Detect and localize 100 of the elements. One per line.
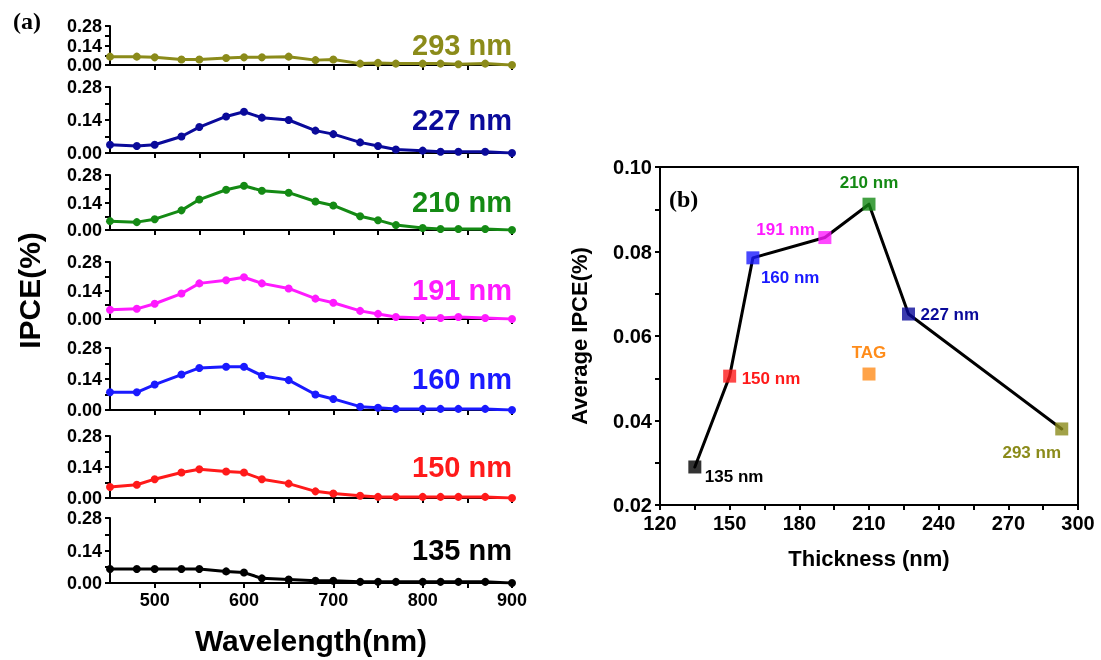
point [862, 367, 876, 381]
series-label: 160 nm [412, 362, 513, 395]
x-tick-label: 800 [407, 590, 438, 610]
point [311, 56, 320, 65]
y-tick-label: 0.28 [66, 338, 102, 358]
point [132, 218, 141, 227]
point [391, 59, 400, 68]
point [222, 276, 231, 285]
annotation: 293 nm [1002, 443, 1062, 463]
y-tick-label: 0.00 [66, 488, 102, 508]
point [222, 567, 231, 576]
point [284, 479, 293, 488]
point [177, 565, 186, 574]
point [454, 147, 463, 156]
x-tick-label: 210 [852, 512, 886, 534]
point [454, 404, 463, 413]
point [106, 140, 114, 149]
point [436, 225, 445, 234]
point [257, 371, 266, 380]
point [391, 145, 400, 154]
point [284, 52, 293, 61]
point [177, 55, 186, 64]
point [132, 565, 141, 574]
y-tick-label: 0.28 [66, 165, 102, 185]
y-axis-title: IPCE(%) [12, 232, 46, 349]
point [195, 279, 204, 288]
point [150, 475, 159, 484]
x-tick-label: 900 [496, 590, 528, 610]
x-tick-label: 270 [991, 512, 1026, 534]
y-tick-label: 0.28 [66, 252, 102, 272]
x-tick-label: 180 [782, 512, 817, 534]
point [418, 492, 427, 501]
point [240, 181, 248, 190]
annotation: 227 nm [920, 304, 980, 324]
point [177, 370, 186, 379]
point [195, 465, 204, 474]
point [257, 574, 266, 583]
point [329, 576, 338, 585]
point [150, 565, 159, 574]
y-tick-label: 0.00 [66, 143, 102, 163]
point [240, 468, 248, 477]
point [106, 52, 114, 61]
point [106, 217, 114, 226]
point [746, 251, 760, 265]
y-tick-label: 0.00 [66, 573, 102, 593]
point [436, 492, 445, 501]
y-tick-label: 0.14 [66, 457, 102, 477]
point [150, 53, 159, 62]
point [374, 492, 382, 501]
point [195, 565, 204, 574]
y-tick-label: 0.14 [66, 369, 102, 389]
point [436, 404, 445, 413]
point [391, 312, 400, 321]
y-tick-label: 0.28 [66, 16, 102, 36]
point [356, 306, 365, 315]
point [436, 59, 445, 68]
point [723, 369, 737, 383]
point [311, 294, 320, 303]
point [257, 186, 266, 195]
point [418, 404, 427, 413]
point [481, 577, 490, 586]
x-axis-title: Wavelength(nm) [194, 623, 428, 657]
point [329, 298, 338, 307]
series-label: 227 nm [412, 103, 513, 136]
y-tick-label: 0.00 [66, 55, 102, 75]
point [284, 376, 293, 385]
y-tick-label: 0.28 [66, 426, 102, 446]
point [106, 305, 114, 314]
point [391, 404, 400, 413]
point [195, 195, 204, 204]
point [177, 206, 186, 215]
annotation: 150 nm [741, 368, 801, 388]
x-tick-label: 600 [228, 590, 260, 610]
point [481, 225, 490, 234]
point [257, 475, 266, 484]
point [222, 467, 231, 476]
y-tick-label: 0.14 [66, 280, 102, 301]
point [481, 59, 490, 68]
point [436, 313, 445, 322]
y-tick-label: 0.14 [66, 110, 102, 130]
series-label: 293 nm [412, 28, 513, 61]
point [356, 491, 365, 500]
point [418, 146, 427, 155]
y-tick-label: 0.14 [66, 35, 102, 56]
point [436, 147, 445, 156]
point [177, 132, 186, 141]
point [222, 54, 231, 63]
point [195, 123, 204, 132]
point [329, 489, 338, 498]
point [329, 130, 338, 139]
point [418, 313, 427, 322]
point [311, 126, 320, 135]
point [901, 307, 915, 321]
y-tick-label: 0.08 [613, 240, 652, 263]
point [688, 460, 702, 474]
point [311, 197, 320, 206]
point [374, 309, 382, 318]
point [311, 576, 320, 585]
point [391, 577, 400, 586]
point [818, 231, 832, 245]
